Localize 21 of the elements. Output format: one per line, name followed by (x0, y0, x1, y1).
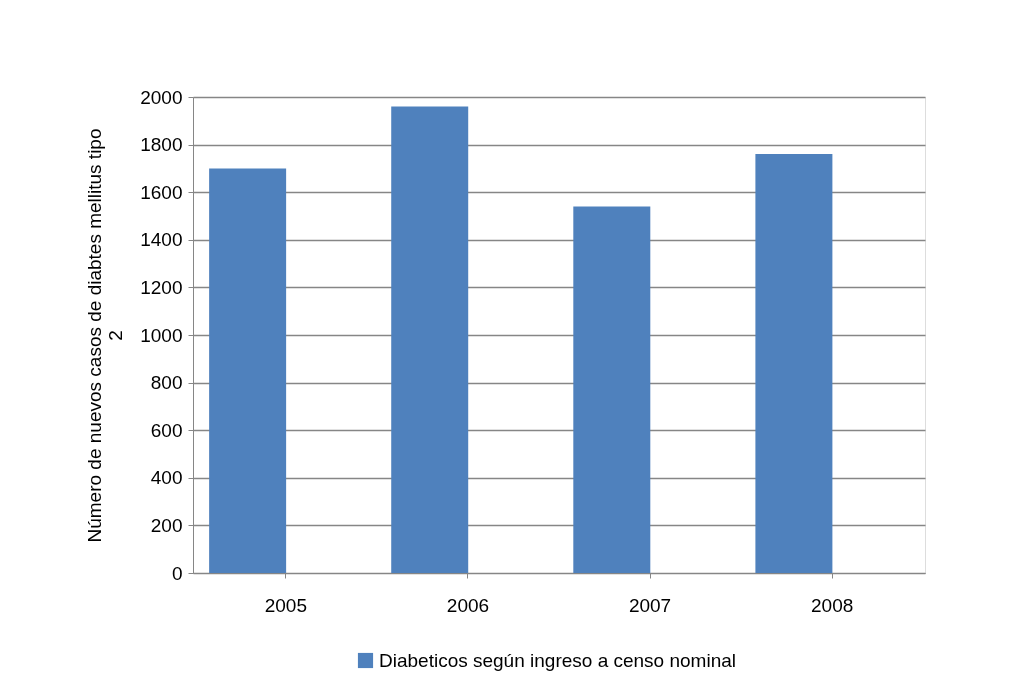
y-tick-label: 800 (150, 372, 183, 394)
x-tick-label: 2005 (264, 594, 308, 616)
x-tick-label: 2008 (810, 594, 854, 616)
y-tick-label: 1200 (140, 276, 183, 298)
bar (755, 154, 833, 573)
y-tick-label: 400 (150, 467, 183, 489)
legend-label: Diabeticos según ingreso a censo nominal (379, 649, 736, 671)
y-axis-title: Número de nuevos casos de diabtes mellitus tipo 2 (84, 128, 127, 543)
x-tick-label: 2007 (628, 594, 672, 616)
bar (209, 168, 287, 573)
y-tick-label: 0 (171, 562, 183, 584)
y-tick-label: 200 (150, 514, 183, 536)
y-tick-label: 600 (150, 419, 183, 441)
y-tick-label: 1800 (140, 134, 183, 156)
y-tick-label: 1600 (140, 181, 183, 203)
bar (391, 106, 469, 573)
x-tick-label: 2006 (446, 594, 490, 616)
bar (573, 206, 651, 573)
y-tick-label: 2000 (140, 86, 183, 108)
y-tick-label: 1000 (140, 324, 183, 346)
y-tick-label: 1400 (140, 229, 183, 251)
